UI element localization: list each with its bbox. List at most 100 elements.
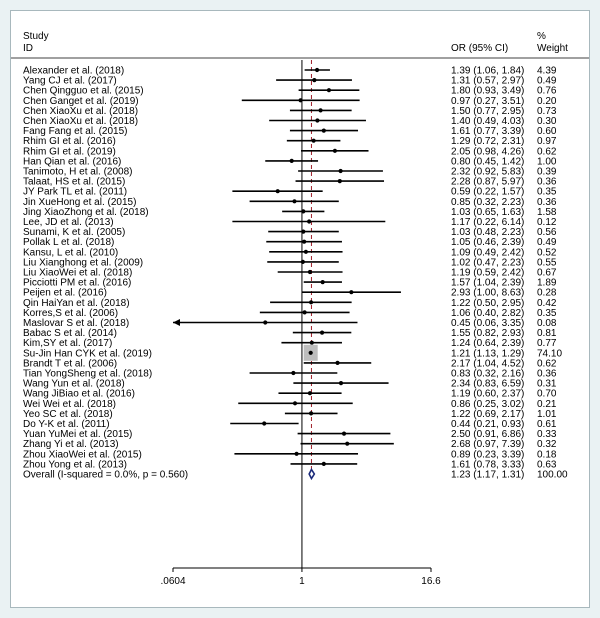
study-label: Picciotti PM et al. (2016) <box>23 278 131 289</box>
study-point <box>303 249 308 254</box>
study-label: Wang Yun et al. (2018) <box>23 379 125 390</box>
study-ci-label: 2.50 (0.91, 6.86) <box>451 429 524 440</box>
header-percent: % <box>537 31 546 42</box>
study-label: Brandt T et al. (2006) <box>23 358 117 369</box>
study-point <box>302 239 307 244</box>
study-point <box>263 320 268 325</box>
study-weight-label: 0.63 <box>537 459 557 470</box>
x-tick-label: .0604 <box>160 576 185 587</box>
study-point <box>289 158 294 163</box>
study-label: Do Y-K et al. (2011) <box>23 419 110 430</box>
study-label: Alexander et al. (2018) <box>23 66 124 77</box>
study-point <box>332 148 338 153</box>
study-weight-label: 0.62 <box>537 146 557 157</box>
study-label: Tian YongSheng et al. (2018) <box>23 369 152 380</box>
study-label: Fang Fang et al. (2015) <box>23 126 128 137</box>
study-weight-label: 0.61 <box>537 419 557 430</box>
study-weight-label: 0.70 <box>537 389 557 400</box>
study-ci-label: 1.22 (0.69, 2.17) <box>451 409 524 420</box>
study-point <box>311 138 316 143</box>
study-ci-label: 1.57 (1.04, 2.39) <box>451 278 524 289</box>
study-weight-label: 0.42 <box>537 298 557 309</box>
study-label: Jin XueHong et al. (2015) <box>23 197 136 208</box>
study-weight-label: 0.73 <box>537 106 557 117</box>
study-weight-label: 0.21 <box>537 399 557 410</box>
study-label: Chen Ganget et al. (2019) <box>23 96 139 107</box>
study-weight-label: 0.35 <box>537 187 557 198</box>
study-weight-label: 0.36 <box>537 177 557 188</box>
study-point <box>338 381 344 386</box>
study-ci-label: 0.89 (0.23, 3.39) <box>451 449 524 460</box>
study-point <box>319 330 325 335</box>
header-or-ci: OR (95% CI) <box>451 43 509 54</box>
study-ci-label: 1.61 (0.77, 3.39) <box>451 126 524 137</box>
study-label: Rhim GI et al. (2016) <box>23 136 116 147</box>
study-point <box>312 78 317 83</box>
study-weight-label: 0.97 <box>537 136 557 147</box>
study-ci-label: 0.59 (0.22, 1.57) <box>451 187 524 198</box>
study-point <box>345 441 350 446</box>
study-weight-label: 0.33 <box>537 429 557 440</box>
study-point <box>321 461 326 466</box>
study-ci-label: 2.28 (0.87, 5.97) <box>451 177 524 188</box>
study-label: JY Park TL et al. (2011) <box>23 187 127 198</box>
study-point <box>301 209 306 214</box>
study-label: Wei Wei et al. (2018) <box>23 399 116 410</box>
study-label: Chen XiaoXu et al. (2018) <box>23 116 138 127</box>
study-label: Yang CJ et al. (2017) <box>23 76 117 87</box>
study-ci-label: 1.61 (0.78, 3.33) <box>451 459 524 470</box>
study-weight-label: 0.30 <box>537 116 557 127</box>
study-ci-label: 1.06 (0.40, 2.82) <box>451 308 524 319</box>
study-label: Jing XiaoZhong et al. (2018) <box>23 207 149 218</box>
study-point <box>307 391 313 396</box>
study-label: Zhou XiaoWei et al. (2015) <box>23 449 142 460</box>
study-weight-label: 0.35 <box>537 308 557 319</box>
study-label: Qin HaiYan et al. (2018) <box>23 298 130 309</box>
study-ci-label: 0.86 (0.25, 3.02) <box>451 399 524 410</box>
study-ci-label: 2.05 (0.98, 4.26) <box>451 146 524 157</box>
study-point <box>309 340 314 345</box>
forest-plot: Alexander et al. (2018) 1.39 (1.06, 1.84)… <box>11 57 589 587</box>
study-weight-label: 0.49 <box>537 237 557 248</box>
study-weight-label: 0.77 <box>537 338 557 349</box>
study-ci-label: 1.24 (0.64, 2.39) <box>451 338 524 349</box>
overall-diamond <box>308 467 316 481</box>
study-ci-label: 2.93 (1.00, 8.63) <box>451 288 524 299</box>
study-weight-label: 0.36 <box>537 197 557 208</box>
study-label: Peijen et al. (2016) <box>23 288 107 299</box>
study-ci-label: 2.34 (0.83, 6.59) <box>451 379 524 390</box>
study-point <box>275 189 280 194</box>
study-label: Chen Qingguo et al. (2015) <box>23 86 144 97</box>
study-point <box>298 98 303 103</box>
study-weight-label: 0.28 <box>537 288 557 299</box>
study-ci-label: 2.17 (1.04, 4.52) <box>451 358 524 369</box>
study-ci-label: 1.02 (0.47, 2.23) <box>451 257 524 268</box>
study-weight-label: 4.39 <box>537 66 557 77</box>
study-point <box>292 199 297 204</box>
study-label: Zhang Yi et al. (2013) <box>23 439 119 450</box>
study-label: Kim,SY et al. (2017) <box>23 338 112 349</box>
overall-weight-label: 100.00 <box>537 470 568 481</box>
study-point <box>291 370 296 376</box>
study-label: Maslovar S et al. (2018) <box>23 318 129 329</box>
study-ci-label: 1.39 (1.06, 1.84) <box>451 66 524 77</box>
study-label: Yeo SC et al. (2018) <box>23 409 113 420</box>
study-weight-label: 0.32 <box>537 439 557 450</box>
x-tick-label: 16.6 <box>421 576 441 587</box>
study-label: Yuan YuMei et al. (2015) <box>23 429 132 440</box>
study-point <box>292 401 298 406</box>
study-weight-label: 0.18 <box>537 449 557 460</box>
study-label: Korres,S et al. (2006) <box>23 308 118 319</box>
study-weight-label: 0.49 <box>537 76 557 87</box>
study-ci-label: 1.17 (0.22, 6.14) <box>451 217 524 228</box>
study-weight-label: 0.31 <box>537 379 557 390</box>
study-point <box>262 421 267 426</box>
study-label: Sunami, K et al. (2005) <box>23 227 125 238</box>
study-point <box>326 88 332 93</box>
study-ci-label: 0.83 (0.32, 2.16) <box>451 369 524 380</box>
study-weight-label: 0.39 <box>537 167 557 178</box>
study-ci-label: 2.68 (0.97, 7.39) <box>451 439 524 450</box>
study-weight-label: 0.76 <box>537 86 557 97</box>
study-weight-label: 1.01 <box>537 409 557 420</box>
